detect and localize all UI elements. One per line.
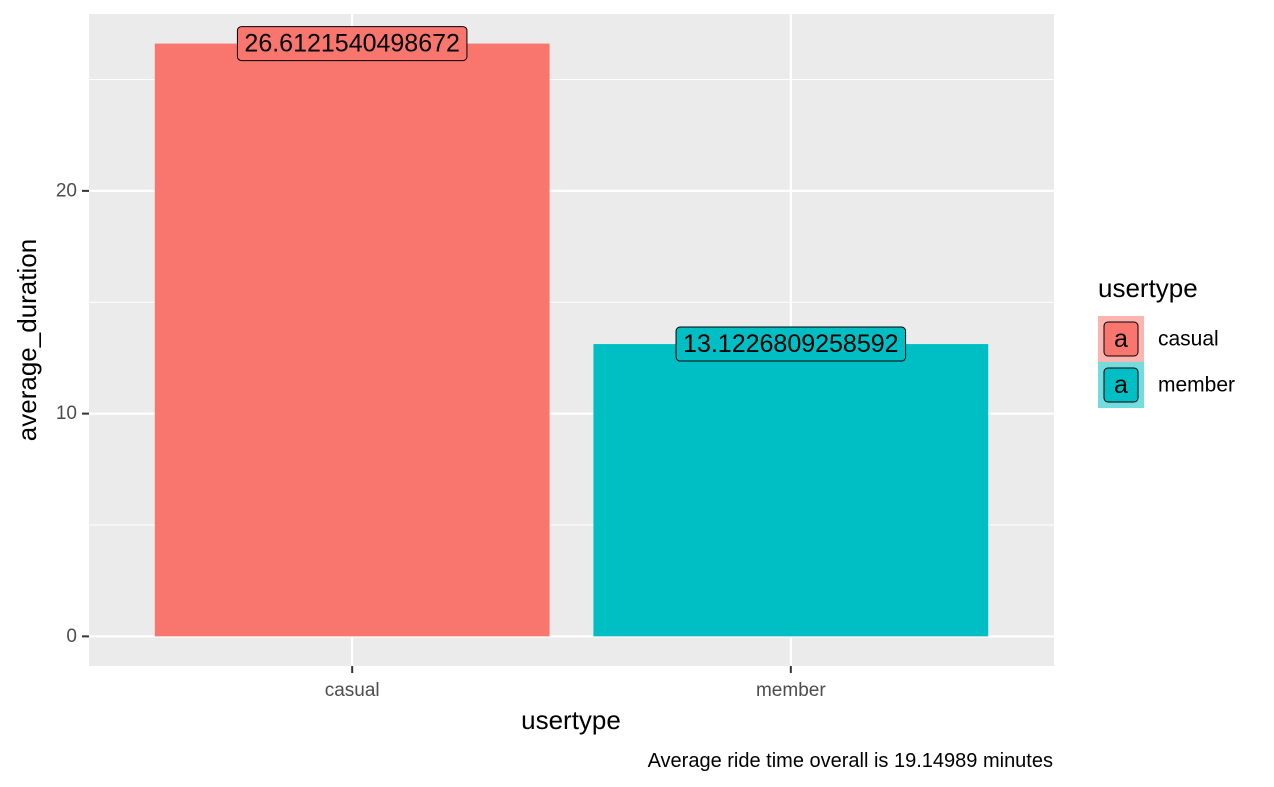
legend-key-glyph: a (1114, 371, 1128, 399)
y-tick-label: 20 (56, 180, 77, 201)
x-axis-title: usertype (521, 705, 621, 735)
data-label-casual: 26.6121540498672 (236, 26, 468, 62)
x-tick-label: member (756, 680, 826, 701)
bars (154, 43, 989, 637)
bar-member (593, 344, 989, 637)
legend-key-box (1103, 321, 1139, 357)
data-labels: 26.6121540498672 13.1226809258592 (236, 26, 907, 362)
caption: Average ride time overall is 19.14989 mi… (648, 750, 1053, 772)
y-axis-title: average_duration (12, 239, 42, 441)
legend-title: usertype (1098, 273, 1198, 303)
y-tick-label: 10 (56, 403, 77, 424)
legend-label: casual (1158, 328, 1219, 351)
legend-keys: a casual a member (1098, 316, 1235, 408)
x-tick-label: casual (325, 680, 380, 701)
legend-key-glyph: a (1114, 325, 1128, 353)
data-label-box (236, 26, 468, 62)
data-label-text: 26.6121540498672 (244, 30, 460, 58)
data-label-box (675, 326, 907, 362)
legend-label: member (1158, 374, 1235, 397)
data-label-member: 13.1226809258592 (675, 326, 907, 362)
legend: usertype a casual a member (1098, 273, 1235, 408)
bar-casual (154, 43, 550, 637)
data-label-text: 13.1226809258592 (683, 330, 899, 358)
y-tick-label: 0 (66, 626, 77, 647)
axes: 0 10 20 casual member (56, 180, 826, 701)
legend-entry-casual: a casual (1098, 316, 1219, 362)
legend-key-box (1103, 367, 1139, 403)
legend-entry-member: a member (1098, 362, 1235, 408)
